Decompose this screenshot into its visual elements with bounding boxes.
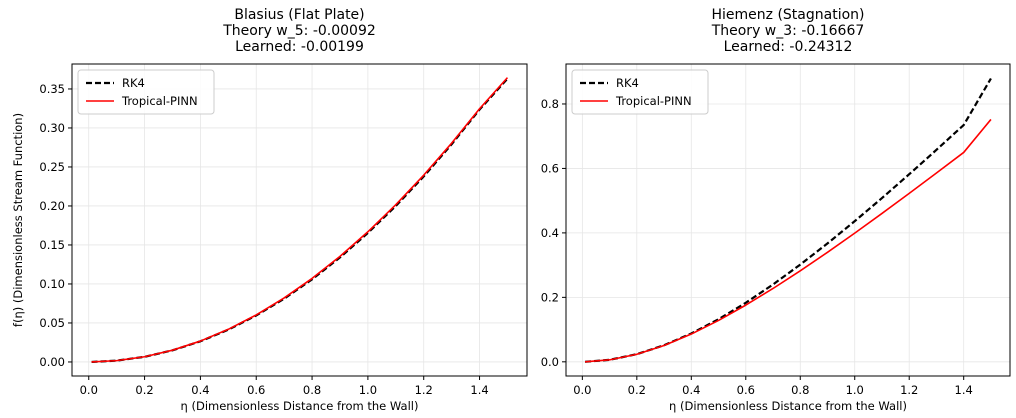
series-line-rk4 xyxy=(91,77,509,364)
legend-label: RK4 xyxy=(122,76,145,90)
series-line-tropical-pinn xyxy=(585,118,992,363)
x-tick-label: 1.0 xyxy=(359,383,377,397)
plot-frame xyxy=(71,63,528,377)
x-tick-label: 1.0 xyxy=(846,383,864,397)
x-tick-label: 1.2 xyxy=(415,383,433,397)
chart-title-line: Theory w_5: -0.00092 xyxy=(222,23,376,39)
series-line-tropical-pinn xyxy=(91,77,509,363)
x-tick-label: 0.4 xyxy=(191,383,209,397)
legend-label: Tropical-PINN xyxy=(121,94,198,108)
y-tick-label: 0.00 xyxy=(39,355,65,369)
chart-title-line: Theory w_3: -0.16667 xyxy=(711,23,865,39)
y-tick-label: 0.0 xyxy=(541,355,559,369)
y-tick-label: 0.10 xyxy=(39,277,65,291)
y-axis-label: f(η) (Dimensionless Stream Function) xyxy=(11,113,25,327)
chart-title-line: Learned: -0.24312 xyxy=(724,39,853,55)
y-tick-label: 0.25 xyxy=(39,160,65,174)
chart-title-line: Learned: -0.00199 xyxy=(235,39,364,55)
x-tick-label: 1.4 xyxy=(470,383,488,397)
x-tick-label: 1.2 xyxy=(900,383,918,397)
x-tick-label: 0.2 xyxy=(628,383,646,397)
x-tick-label: 0.6 xyxy=(737,383,755,397)
legend-box xyxy=(77,69,215,115)
y-tick-label: 0.20 xyxy=(39,199,65,213)
legend-box xyxy=(571,69,709,115)
y-tick-label: 0.35 xyxy=(39,82,65,96)
panel-blasius: Blasius (Flat Plate)Theory w_5: -0.00092… xyxy=(11,7,528,413)
y-tick-label: 0.30 xyxy=(39,121,65,135)
chart-title-line: Hiemenz (Stagnation) xyxy=(712,7,865,23)
y-tick-label: 0.4 xyxy=(541,226,559,240)
x-tick-label: 0.8 xyxy=(303,383,321,397)
x-tick-label: 0.0 xyxy=(573,383,591,397)
x-axis-label: η (Dimensionless Distance from the Wall) xyxy=(669,399,907,413)
x-tick-label: 0.4 xyxy=(682,383,700,397)
legend: RK4 Tropical-PINN xyxy=(77,69,215,115)
plot-frame xyxy=(565,63,1011,377)
y-tick-label: 0.15 xyxy=(39,238,65,252)
y-tick-label: 0.8 xyxy=(541,97,559,111)
y-tick-label: 0.2 xyxy=(541,290,559,304)
y-tick-label: 0.05 xyxy=(39,316,65,330)
series-line-rk4 xyxy=(584,77,992,363)
chart-title-line: Blasius (Flat Plate) xyxy=(234,7,364,23)
legend: RK4 Tropical-PINN xyxy=(571,69,709,115)
x-tick-label: 0.8 xyxy=(791,383,809,397)
legend-label: RK4 xyxy=(616,76,639,90)
legend-label: Tropical-PINN xyxy=(615,94,692,108)
x-tick-label: 0.6 xyxy=(247,383,265,397)
x-axis-label: η (Dimensionless Distance from the Wall) xyxy=(181,399,419,413)
x-tick-label: 1.4 xyxy=(955,383,973,397)
panel-hiemenz: Hiemenz (Stagnation)Theory w_3: -0.16667… xyxy=(541,7,1011,413)
x-tick-label: 0.2 xyxy=(135,383,153,397)
x-tick-label: 0.0 xyxy=(80,383,98,397)
y-tick-label: 0.6 xyxy=(541,161,559,175)
